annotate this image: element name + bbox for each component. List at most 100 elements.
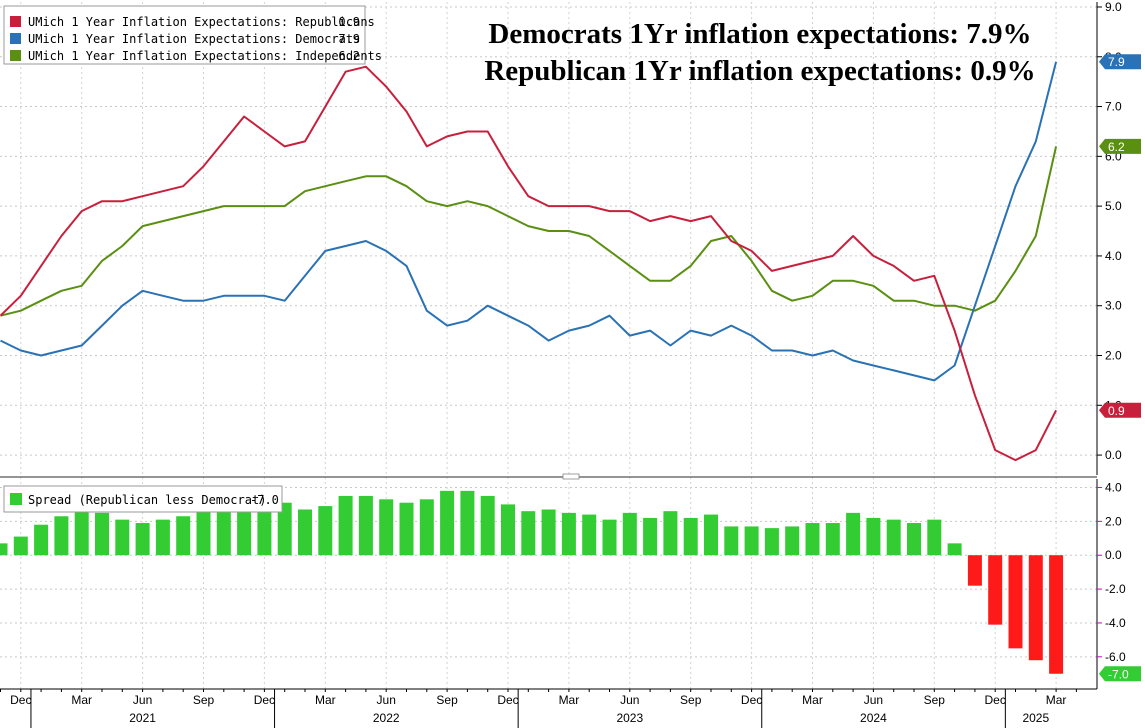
spread-bar (399, 502, 414, 556)
x-year-label: 2021 (129, 711, 156, 725)
x-year-label: 2022 (373, 711, 400, 725)
bottom-legend-box (3, 485, 283, 513)
spread-bar (825, 523, 840, 556)
spread-bar (886, 519, 901, 556)
spread-bar (561, 512, 576, 556)
top-legend-box (3, 5, 366, 65)
spread-bar (155, 519, 170, 556)
spread-bar (947, 543, 962, 556)
last-value-badges: 7.9 6.2 0.9 -7.0 (1099, 54, 1141, 682)
x-axis: Dec Mar Jun Sep Dec Mar Jun Sep Dec Mar Jun Sep Dec M… (0, 688, 1097, 728)
legend-label-democrats: UMich 1 Year Inflation Expectations: Dem… (28, 32, 360, 46)
spread-bar (582, 514, 597, 556)
spread-bar (683, 517, 698, 556)
spread-bar (135, 523, 150, 556)
legend-value-republicans: 0.9 (338, 15, 360, 29)
x-month-label: Jun (620, 693, 639, 707)
spread-bar (1028, 555, 1043, 661)
top-y-tick-label: 0.0 (1105, 448, 1122, 462)
x-month-label: Dec (741, 693, 762, 707)
bottom-y-tick-label: 0.0 (1105, 548, 1122, 562)
spread-bar (785, 526, 800, 556)
spread-bar (115, 519, 130, 556)
x-month-label: Mar (802, 693, 823, 707)
panel-resize-handle[interactable] (562, 473, 580, 480)
spread-bar (298, 509, 312, 556)
top-y-tick-label: 9.0 (1105, 0, 1122, 14)
spread-bar (907, 523, 921, 556)
spread-bar (967, 555, 982, 586)
spread-bar (663, 511, 678, 556)
legend-swatch-democrats (10, 33, 21, 44)
inflation-lines (0, 61, 1058, 462)
spread-bar (724, 526, 739, 556)
bottom-y-tick-label: 2.0 (1105, 514, 1122, 528)
bottom-y-tick-label: -6.0 (1105, 650, 1126, 664)
top-y-tick-label: 3.0 (1105, 299, 1122, 313)
spread-bar (34, 524, 49, 556)
x-month-label: Mar (315, 693, 336, 707)
x-month-label: Jun (377, 693, 396, 707)
legend-label-spread: Spread (Republican less Democrat) (28, 493, 266, 507)
bottom-y-tick-label: -4.0 (1105, 616, 1126, 630)
badge-democrats-label: 7.9 (1108, 55, 1125, 69)
spread-bar (1008, 555, 1023, 649)
x-month-label: Dec (10, 693, 31, 707)
legend-value-democrats: 7.9 (338, 32, 360, 46)
spread-bar (419, 499, 434, 556)
x-year-label: 2023 (616, 711, 643, 725)
legend-label-independents: UMich 1 Year Inflation Expectations: Ind… (28, 49, 382, 63)
badge-republicans (1099, 402, 1141, 418)
spread-bar (704, 514, 718, 556)
spread-bar (866, 517, 881, 556)
bottom-legend: Spread (Republican less Democrat) -7.0 (3, 485, 283, 513)
spread-bar (74, 509, 89, 556)
series-line (0, 61, 1058, 382)
badge-republicans-label: 0.9 (1108, 404, 1125, 418)
x-month-label: Mar (1046, 693, 1067, 707)
x-month-label: Mar (559, 693, 580, 707)
x-month-label: Jun (864, 693, 883, 707)
legend-swatch-independents (10, 50, 21, 61)
spread-bar (480, 495, 495, 556)
x-year-label: 2025 (1022, 711, 1049, 725)
x-year-label: 2024 (860, 711, 887, 725)
x-month-label: Mar (71, 693, 92, 707)
legend-swatch-republicans (10, 16, 21, 27)
spread-bar (277, 502, 292, 556)
x-month-label: Dec (254, 693, 275, 707)
x-month-label: Sep (924, 693, 946, 707)
legend-value-independents: 6.2 (338, 49, 360, 63)
spread-bar (196, 509, 211, 556)
x-month-label: Sep (193, 693, 215, 707)
spread-bar (541, 509, 556, 556)
spread-bar (521, 511, 536, 556)
spread-bar (379, 499, 394, 556)
legend-label-republicans: UMich 1 Year Inflation Expectations: Rep… (28, 15, 375, 29)
spread-bar (13, 536, 28, 556)
badge-democrats (1099, 54, 1141, 70)
top-y-tick-label: 5.0 (1105, 199, 1122, 213)
spread-bar (744, 526, 759, 556)
x-month-label: Sep (436, 693, 458, 707)
spread-bar (1049, 555, 1064, 674)
series-line (0, 146, 1058, 317)
top-y-tick-label: 2.0 (1105, 349, 1122, 363)
spread-bar (622, 512, 637, 556)
badge-independents-label: 6.2 (1108, 140, 1125, 154)
badge-independents (1099, 138, 1141, 154)
spread-bar (257, 499, 272, 556)
badge-spread (1099, 666, 1141, 682)
bottom-y-axis: -6.0 -4.0 -2.0 0.0 2.0 4.0 (1096, 479, 1126, 689)
spread-bar (988, 555, 1003, 625)
spread-bar (95, 512, 109, 556)
spread-bar (358, 495, 373, 556)
spread-bar (0, 543, 8, 556)
top-legend: UMich 1 Year Inflation Expectations: Rep… (3, 5, 382, 65)
spread-bar (805, 523, 820, 556)
headline-democrats: Democrats 1Yr inflation expectations: 7.… (488, 18, 1031, 50)
spread-bars (0, 490, 1064, 674)
